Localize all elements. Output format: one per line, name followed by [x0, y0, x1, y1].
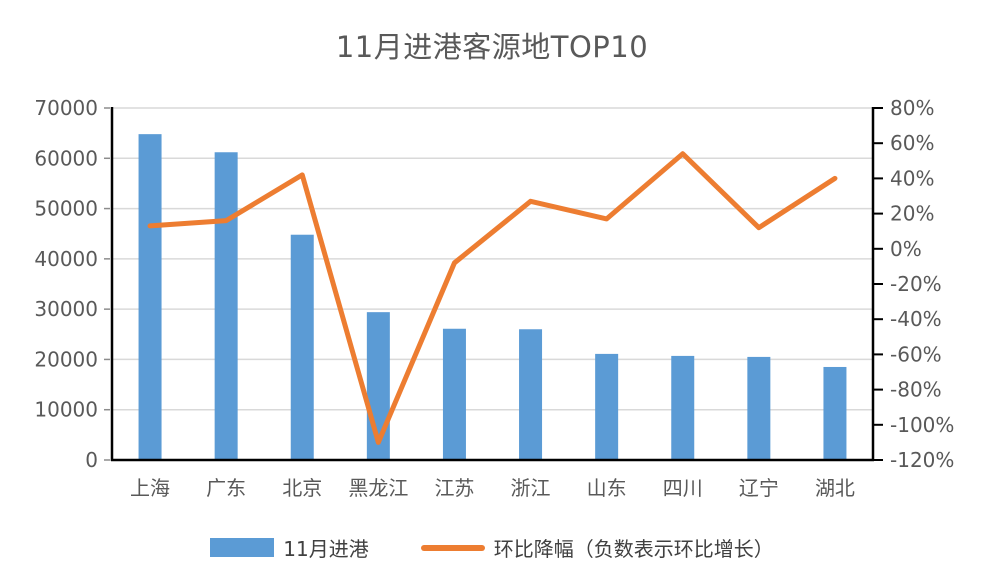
legend-bar-label: 11月进港	[283, 537, 369, 561]
category-label: 江苏	[434, 476, 474, 500]
right-axis-tick-label: 60%	[890, 131, 934, 155]
right-axis-tick-label: -120%	[890, 448, 954, 472]
category-label: 北京	[282, 476, 322, 500]
bar-浙江	[519, 329, 543, 460]
bar-series-swatch-icon	[210, 538, 275, 557]
right-axis-tick-label: 20%	[890, 202, 934, 226]
left-axis-tick-label: 40000	[34, 247, 98, 271]
left-axis-tick-label: 20000	[34, 347, 98, 371]
bar-北京	[290, 234, 314, 460]
category-label: 广东	[206, 476, 246, 500]
left-axis-tick-label: 0	[85, 448, 98, 472]
right-axis-tick-label: -60%	[890, 342, 942, 366]
left-axis-tick-label: 60000	[34, 146, 98, 170]
legend: 11月进港 环比降幅（负数表示环比增长）	[0, 533, 984, 562]
category-label: 山东	[587, 476, 627, 500]
bar-辽宁	[747, 356, 771, 460]
right-axis-tick-label: -80%	[890, 378, 942, 402]
category-label: 湖北	[815, 476, 855, 500]
category-label: 上海	[130, 476, 170, 500]
right-axis-tick-label: -100%	[890, 413, 954, 437]
legend-item-line: 环比降幅（负数表示环比增长）	[420, 533, 774, 562]
bar-上海	[138, 134, 162, 461]
bar-山东	[595, 353, 619, 460]
chart-title: 11月进港客源地TOP10	[335, 30, 649, 64]
left-axis-tick-label: 30000	[34, 297, 98, 321]
left-axis-tick-label: 10000	[34, 398, 98, 422]
left-axis-tick-label: 50000	[34, 197, 98, 221]
bar-江苏	[442, 328, 466, 460]
bar-四川	[671, 355, 695, 460]
line-series-swatch-icon	[420, 544, 485, 551]
right-axis-tick-label: -20%	[890, 272, 942, 296]
bar-湖北	[823, 366, 847, 460]
bar-广东	[214, 152, 238, 460]
right-axis-tick-label: 80%	[890, 96, 934, 120]
category-label: 四川	[663, 476, 703, 500]
legend-line-label: 环比降幅（负数表示环比增长）	[493, 537, 774, 561]
trend-line	[147, 151, 838, 445]
category-label: 黑龙江	[348, 476, 408, 500]
legend-item-bar: 11月进港	[210, 533, 369, 562]
right-axis-tick-label: -40%	[890, 307, 942, 331]
right-axis-tick-label: 0%	[890, 237, 922, 261]
right-axis-tick-label: 40%	[890, 166, 934, 190]
category-label: 辽宁	[739, 476, 779, 500]
left-axis-tick-label: 70000	[34, 96, 98, 120]
category-label: 浙江	[511, 476, 551, 500]
